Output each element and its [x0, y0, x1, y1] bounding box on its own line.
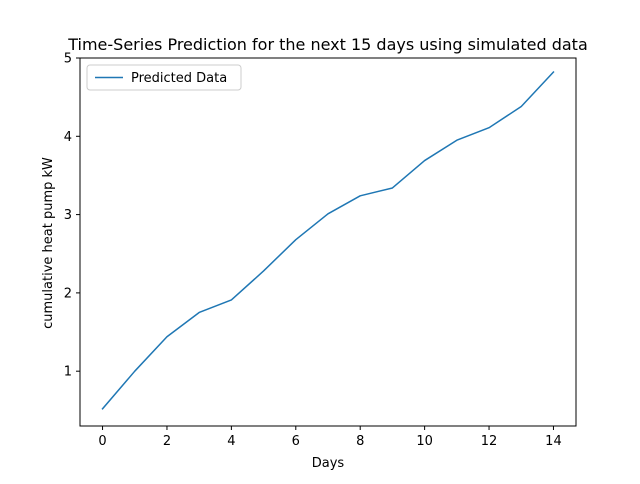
- x-axis-label: Days: [312, 456, 345, 471]
- legend-box: [86, 64, 242, 91]
- x-tick-label: 4: [227, 434, 235, 449]
- y-tick-label: 3: [64, 208, 72, 223]
- y-tick-label: 5: [64, 52, 72, 67]
- x-tick-label: 14: [545, 434, 562, 449]
- plot-frame: [79, 57, 577, 427]
- x-tick-label: 10: [416, 434, 433, 449]
- legend-label: Predicted Data: [131, 71, 227, 86]
- chart-title: Time-Series Prediction for the next 15 d…: [67, 35, 588, 54]
- x-tick-label: 12: [481, 434, 498, 449]
- x-tick-label: 8: [356, 434, 364, 449]
- y-tick-label: 4: [64, 130, 72, 145]
- series-line-0: [101, 71, 555, 410]
- y-axis-label: cumulative heat pump kW: [41, 157, 56, 329]
- x-tick-label: 0: [98, 434, 106, 449]
- x-tick-label: 2: [163, 434, 171, 449]
- y-tick-label: 1: [64, 365, 72, 380]
- y-tick-label: 2: [64, 286, 72, 301]
- legend: Predicted Data: [86, 64, 242, 91]
- x-tick-label: 6: [292, 434, 300, 449]
